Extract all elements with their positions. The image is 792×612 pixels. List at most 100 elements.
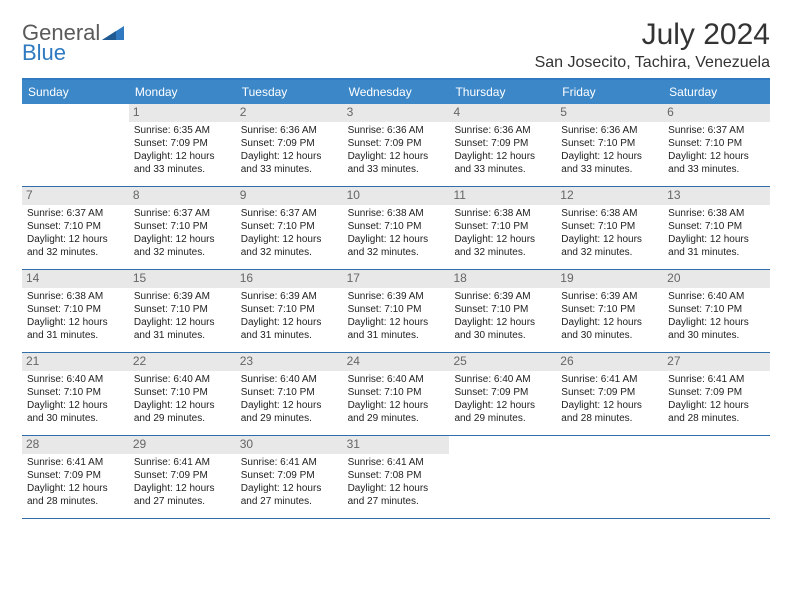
day-number: 2	[236, 104, 343, 122]
day-info-line: Sunset: 7:10 PM	[561, 137, 658, 150]
day-info-line: and 27 minutes.	[241, 495, 338, 508]
day-info-line: Sunset: 7:10 PM	[348, 386, 445, 399]
day-info-line: Sunset: 7:10 PM	[241, 220, 338, 233]
day-cell: 18Sunrise: 6:39 AMSunset: 7:10 PMDayligh…	[449, 270, 556, 352]
day-info-line: Sunrise: 6:40 AM	[348, 373, 445, 386]
day-info-line: Sunset: 7:10 PM	[27, 220, 124, 233]
day-info-line: and 32 minutes.	[134, 246, 231, 259]
day-info-line: and 27 minutes.	[134, 495, 231, 508]
day-info-line: and 30 minutes.	[668, 329, 765, 342]
day-info-line: Sunrise: 6:38 AM	[348, 207, 445, 220]
day-cell: 6Sunrise: 6:37 AMSunset: 7:10 PMDaylight…	[663, 104, 770, 186]
day-info-line: and 31 minutes.	[241, 329, 338, 342]
day-cell: 24Sunrise: 6:40 AMSunset: 7:10 PMDayligh…	[343, 353, 450, 435]
day-number: 26	[556, 353, 663, 371]
day-info-line: Daylight: 12 hours	[454, 233, 551, 246]
day-info-line: and 28 minutes.	[561, 412, 658, 425]
title-block: July 2024 San Josecito, Tachira, Venezue…	[535, 18, 770, 72]
day-number: 22	[129, 353, 236, 371]
day-cell: 5Sunrise: 6:36 AMSunset: 7:10 PMDaylight…	[556, 104, 663, 186]
day-info-line: Sunset: 7:10 PM	[241, 386, 338, 399]
day-cell: 10Sunrise: 6:38 AMSunset: 7:10 PMDayligh…	[343, 187, 450, 269]
day-number: 8	[129, 187, 236, 205]
brand-logo: General Blue	[22, 18, 124, 64]
day-info-line: Sunset: 7:10 PM	[668, 137, 765, 150]
day-info-line: Sunrise: 6:41 AM	[27, 456, 124, 469]
day-info-line: Daylight: 12 hours	[561, 233, 658, 246]
day-info-line: Sunset: 7:10 PM	[454, 220, 551, 233]
day-cell: 23Sunrise: 6:40 AMSunset: 7:10 PMDayligh…	[236, 353, 343, 435]
day-cell: 25Sunrise: 6:40 AMSunset: 7:09 PMDayligh…	[449, 353, 556, 435]
day-info-line: Sunrise: 6:37 AM	[668, 124, 765, 137]
day-info-line: and 33 minutes.	[241, 163, 338, 176]
day-number: 23	[236, 353, 343, 371]
day-info-line: Daylight: 12 hours	[348, 150, 445, 163]
day-cell: 29Sunrise: 6:41 AMSunset: 7:09 PMDayligh…	[129, 436, 236, 518]
day-cell: 9Sunrise: 6:37 AMSunset: 7:10 PMDaylight…	[236, 187, 343, 269]
day-number: 10	[343, 187, 450, 205]
day-info-line: Daylight: 12 hours	[27, 399, 124, 412]
week-row: 14Sunrise: 6:38 AMSunset: 7:10 PMDayligh…	[22, 270, 770, 353]
day-info-line: and 29 minutes.	[241, 412, 338, 425]
day-info-line: Sunrise: 6:41 AM	[668, 373, 765, 386]
week-row: 1Sunrise: 6:35 AMSunset: 7:09 PMDaylight…	[22, 104, 770, 187]
day-cell: 15Sunrise: 6:39 AMSunset: 7:10 PMDayligh…	[129, 270, 236, 352]
day-info-line: Daylight: 12 hours	[454, 399, 551, 412]
day-info-line: Sunset: 7:10 PM	[134, 386, 231, 399]
day-number: 25	[449, 353, 556, 371]
day-info-line: and 32 minutes.	[27, 246, 124, 259]
day-cell: 4Sunrise: 6:36 AMSunset: 7:09 PMDaylight…	[449, 104, 556, 186]
day-info-line: Sunset: 7:10 PM	[668, 220, 765, 233]
day-info-line: and 30 minutes.	[27, 412, 124, 425]
day-info-line: Sunset: 7:10 PM	[27, 303, 124, 316]
day-info-line: and 33 minutes.	[454, 163, 551, 176]
day-info-line: Sunrise: 6:41 AM	[348, 456, 445, 469]
day-info-line: and 31 minutes.	[668, 246, 765, 259]
day-info-line: Sunset: 7:09 PM	[241, 469, 338, 482]
day-info-line: Daylight: 12 hours	[134, 482, 231, 495]
day-info-line: Daylight: 12 hours	[134, 399, 231, 412]
week-row: 7Sunrise: 6:37 AMSunset: 7:10 PMDaylight…	[22, 187, 770, 270]
day-cell	[556, 436, 663, 518]
day-info-line: Sunrise: 6:40 AM	[27, 373, 124, 386]
day-info-line: Sunset: 7:09 PM	[668, 386, 765, 399]
day-info-line: Sunset: 7:09 PM	[454, 386, 551, 399]
day-info-line: Sunset: 7:10 PM	[27, 386, 124, 399]
day-info-line: Sunset: 7:09 PM	[134, 469, 231, 482]
day-info-line: Sunset: 7:10 PM	[134, 303, 231, 316]
day-number: 18	[449, 270, 556, 288]
day-info-line: Sunset: 7:10 PM	[241, 303, 338, 316]
day-number: 17	[343, 270, 450, 288]
day-number: 4	[449, 104, 556, 122]
day-number: 3	[343, 104, 450, 122]
day-info-line: Sunrise: 6:37 AM	[134, 207, 231, 220]
day-info-line: and 29 minutes.	[454, 412, 551, 425]
day-info-line: Sunset: 7:10 PM	[348, 303, 445, 316]
day-info-line: and 32 minutes.	[348, 246, 445, 259]
day-info-line: and 33 minutes.	[348, 163, 445, 176]
day-info-line: and 28 minutes.	[668, 412, 765, 425]
day-number: 30	[236, 436, 343, 454]
day-info-line: Daylight: 12 hours	[561, 316, 658, 329]
day-info-line: and 30 minutes.	[561, 329, 658, 342]
day-info-line: and 32 minutes.	[454, 246, 551, 259]
day-info-line: Sunrise: 6:36 AM	[241, 124, 338, 137]
weekday-header-row: Sunday Monday Tuesday Wednesday Thursday…	[22, 80, 770, 104]
day-number: 24	[343, 353, 450, 371]
day-info-line: Sunset: 7:09 PM	[27, 469, 124, 482]
day-cell: 21Sunrise: 6:40 AMSunset: 7:10 PMDayligh…	[22, 353, 129, 435]
day-info-line: and 32 minutes.	[241, 246, 338, 259]
day-info-line: Sunset: 7:08 PM	[348, 469, 445, 482]
day-info-line: Sunrise: 6:41 AM	[561, 373, 658, 386]
weekday-header: Friday	[556, 80, 663, 104]
day-info-line: and 33 minutes.	[134, 163, 231, 176]
day-number: 19	[556, 270, 663, 288]
day-cell: 28Sunrise: 6:41 AMSunset: 7:09 PMDayligh…	[22, 436, 129, 518]
day-info-line: Sunrise: 6:38 AM	[454, 207, 551, 220]
day-info-line: Sunrise: 6:39 AM	[561, 290, 658, 303]
day-info-line: Daylight: 12 hours	[561, 399, 658, 412]
day-cell: 19Sunrise: 6:39 AMSunset: 7:10 PMDayligh…	[556, 270, 663, 352]
day-number: 28	[22, 436, 129, 454]
day-number: 29	[129, 436, 236, 454]
day-info-line: Daylight: 12 hours	[668, 233, 765, 246]
